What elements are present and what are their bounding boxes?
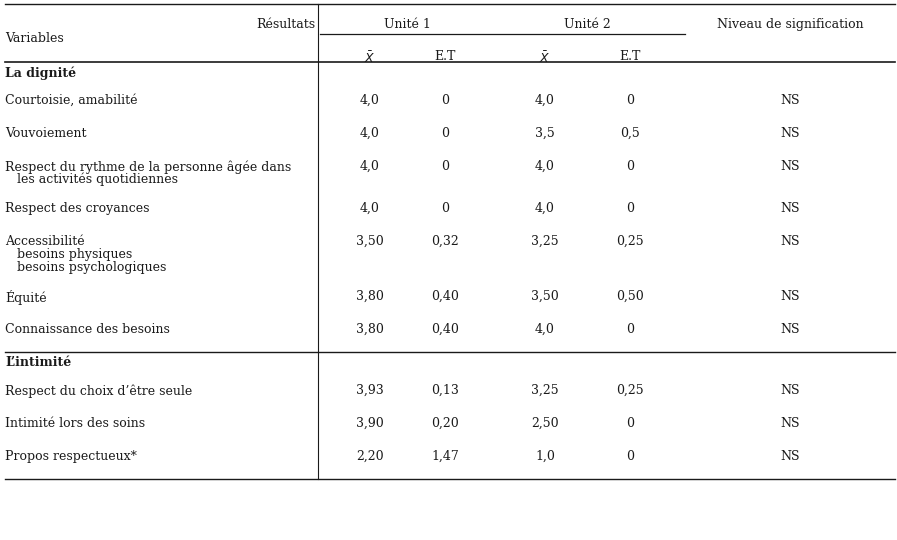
Text: NS: NS [780,202,800,215]
Text: 4,0: 4,0 [536,160,555,173]
Text: NS: NS [780,235,800,248]
Text: 3,80: 3,80 [356,323,384,336]
Text: 0: 0 [441,160,449,173]
Text: 4,0: 4,0 [360,202,380,215]
Text: 3,25: 3,25 [531,384,559,397]
Text: L’intimité: L’intimité [5,356,71,369]
Text: 0,40: 0,40 [431,323,459,336]
Text: NS: NS [780,450,800,463]
Text: E.T: E.T [434,50,456,63]
Text: Propos respectueux*: Propos respectueux* [5,450,137,463]
Text: 4,0: 4,0 [360,127,380,140]
Text: 0,50: 0,50 [616,290,644,303]
Text: 0: 0 [626,323,634,336]
Text: Respect des croyances: Respect des croyances [5,202,150,215]
Text: Niveau de signification: Niveau de signification [717,18,863,31]
Text: 4,0: 4,0 [360,160,380,173]
Text: 3,25: 3,25 [531,235,559,248]
Text: 1,47: 1,47 [431,450,459,463]
Text: 0,32: 0,32 [431,235,459,248]
Text: 4,0: 4,0 [536,323,555,336]
Text: 3,50: 3,50 [356,235,384,248]
Text: 2,20: 2,20 [356,450,384,463]
Text: 3,80: 3,80 [356,290,384,303]
Text: Unité 2: Unité 2 [564,18,611,31]
Text: 0,13: 0,13 [431,384,459,397]
Text: $\bar{X}$: $\bar{X}$ [364,50,376,65]
Text: Variables: Variables [5,32,64,45]
Text: Respect du rythme de la personne âgée dans: Respect du rythme de la personne âgée da… [5,160,292,173]
Text: 0: 0 [626,160,634,173]
Text: Unité 1: Unité 1 [384,18,431,31]
Text: $\bar{X}$: $\bar{X}$ [539,50,551,65]
Text: 4,0: 4,0 [536,202,555,215]
Text: Accessibilité: Accessibilité [5,235,84,248]
Text: 0: 0 [626,417,634,430]
Text: 0: 0 [626,450,634,463]
Text: Respect du choix d’être seule: Respect du choix d’être seule [5,384,192,397]
Text: 0: 0 [626,94,634,107]
Text: NS: NS [780,323,800,336]
Text: 0,25: 0,25 [616,384,644,397]
Text: NS: NS [780,417,800,430]
Text: besoins physiques: besoins physiques [17,248,132,261]
Text: 0,5: 0,5 [620,127,640,140]
Text: 0: 0 [441,94,449,107]
Text: Courtoisie, amabilité: Courtoisie, amabilité [5,94,137,107]
Text: E.T: E.T [619,50,640,63]
Text: NS: NS [780,94,800,107]
Text: Connaissance des besoins: Connaissance des besoins [5,323,170,336]
Text: 3,93: 3,93 [356,384,384,397]
Text: Résultats: Résultats [256,18,315,31]
Text: NS: NS [780,160,800,173]
Text: 3,5: 3,5 [536,127,555,140]
Text: besoins psychologiques: besoins psychologiques [17,261,166,274]
Text: Équité: Équité [5,290,47,305]
Text: 0: 0 [441,202,449,215]
Text: 0,40: 0,40 [431,290,459,303]
Text: NS: NS [780,127,800,140]
Text: 4,0: 4,0 [360,94,380,107]
Text: NS: NS [780,384,800,397]
Text: La dignité: La dignité [5,66,76,79]
Text: 1,0: 1,0 [536,450,555,463]
Text: NS: NS [780,290,800,303]
Text: 0,20: 0,20 [431,417,459,430]
Text: 3,50: 3,50 [531,290,559,303]
Text: Vouvoiement: Vouvoiement [5,127,86,140]
Text: les activités quotidiennes: les activités quotidiennes [17,173,178,186]
Text: 2,50: 2,50 [531,417,559,430]
Text: Intimité lors des soins: Intimité lors des soins [5,417,145,430]
Text: 0: 0 [441,127,449,140]
Text: 4,0: 4,0 [536,94,555,107]
Text: 0: 0 [626,202,634,215]
Text: 0,25: 0,25 [616,235,644,248]
Text: 3,90: 3,90 [356,417,384,430]
